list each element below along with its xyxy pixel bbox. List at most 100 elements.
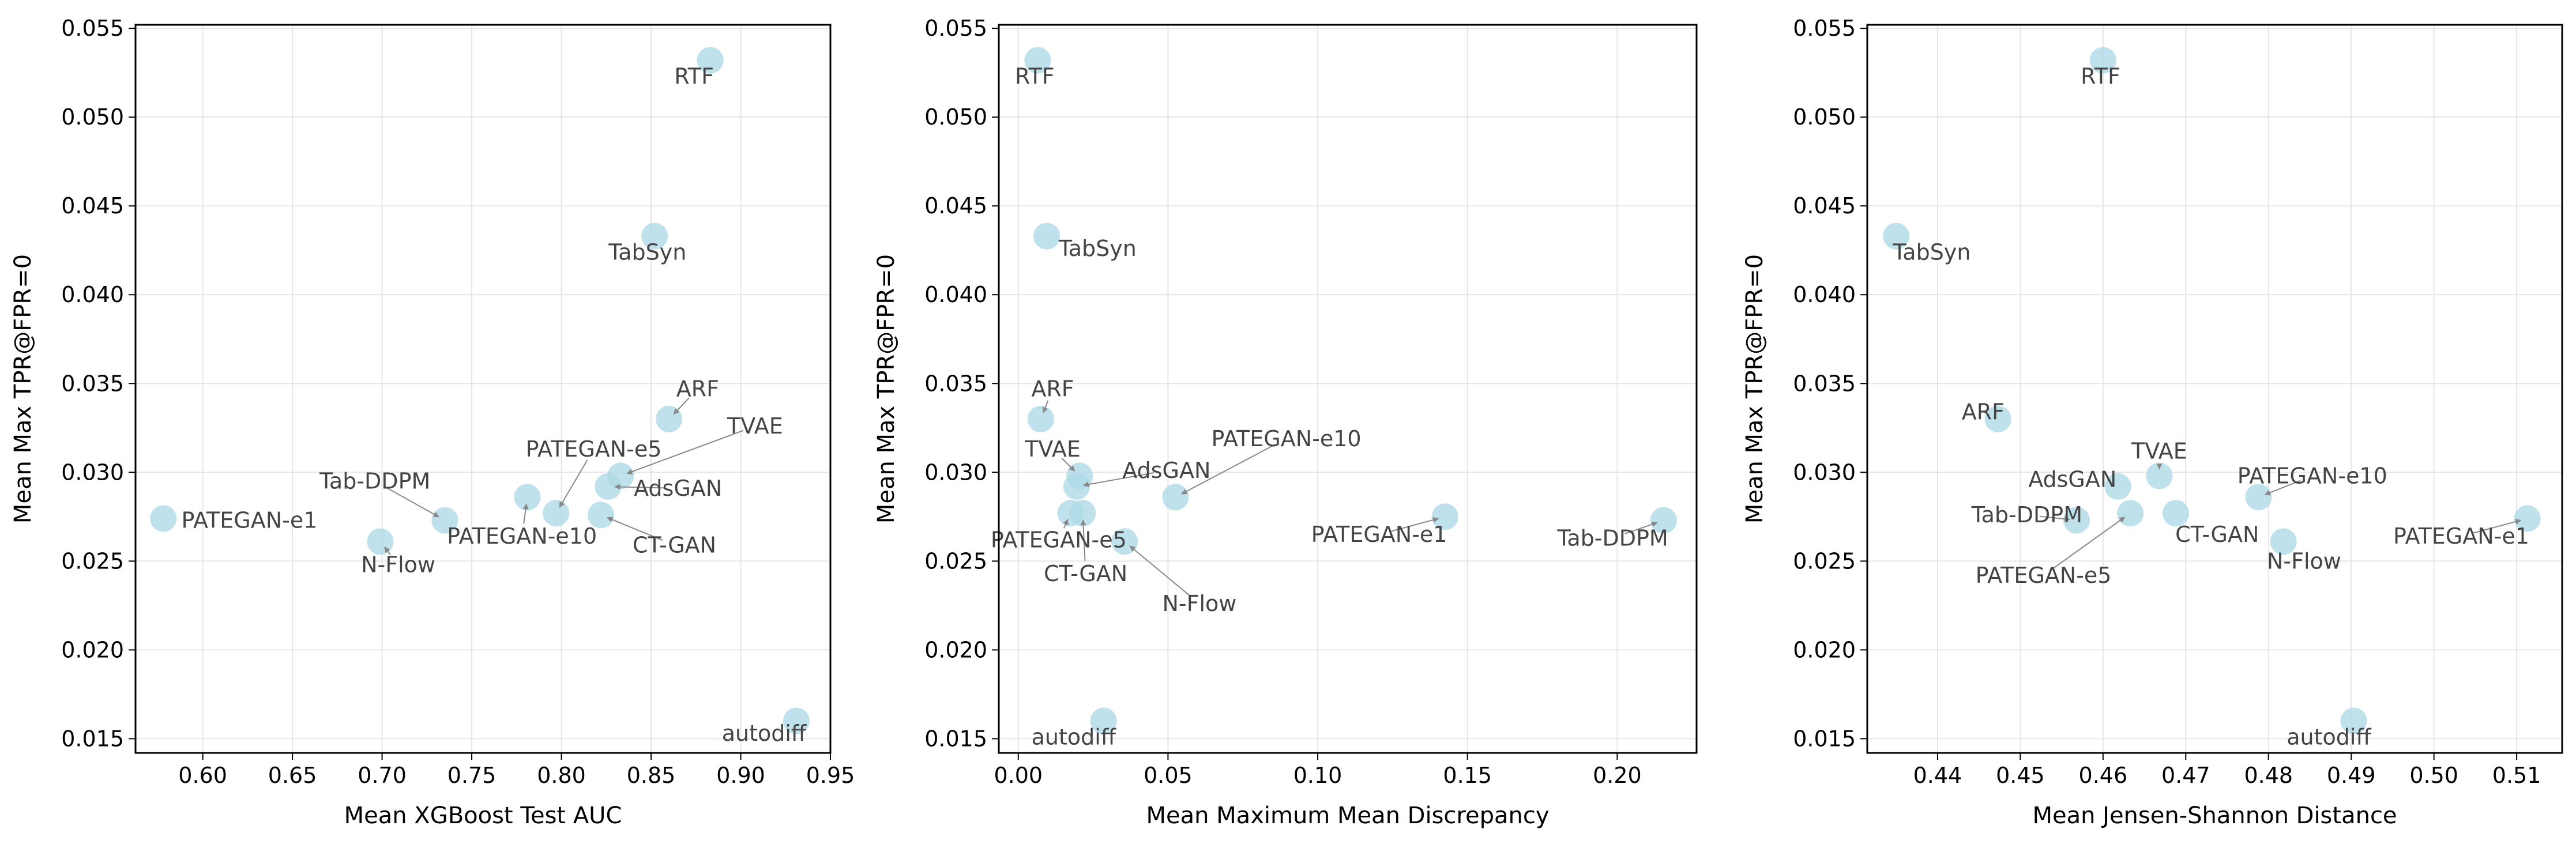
point-label-adsgan: AdsGAN [634,476,722,501]
point-label-tabsyn: TabSyn [1892,239,1970,265]
marker-pategan-e1 [2514,505,2541,532]
point-label-rtf: RTF [2081,63,2120,89]
y-tick-label: 0.040 [1793,282,1856,307]
point-label-pategan-e10: PATEGAN-e10 [2237,463,2387,488]
point-label-autodiff: autodiff [2287,724,2371,749]
x-tick-label: 0.45 [1996,763,2045,788]
point-label-ct-gan: CT-GAN [1044,561,1127,586]
x-tick-label: 0.80 [537,763,586,788]
annotation-arrows [1042,400,1658,596]
marker-tabsyn [641,223,668,250]
point-label-rtf: RTF [1015,63,1055,89]
annotation-arrow [626,429,744,474]
plot-frame [134,24,832,754]
marker-rtf [697,47,724,74]
chart-panel-jensen-shannon: RTF TabSyn ARF TVAE AdsGAN PATEGAN-e10 Tab-DDP… [1742,16,2563,829]
point-label-pategan-e10: PATEGAN-e10 [1212,426,1362,451]
x-tick-label: 0.20 [1593,763,1642,788]
marker-rtf [1024,47,1051,74]
y-tick-label: 0.015 [1793,726,1856,751]
marker-adsgan [595,473,622,500]
y-tick-label: 0.045 [1793,193,1856,218]
y-tick-label: 0.055 [61,16,124,41]
annotation-arrow [385,487,439,518]
y-tick-label: 0.030 [61,459,124,485]
point-label-autodiff: autodiff [722,721,807,746]
y-tick-label: 0.050 [1793,104,1856,130]
axes: 0.00 0.05 0.10 0.15 0.20 0.015 0.020 0.025 0.030… [924,16,1698,788]
point-label-arf: ARF [676,376,719,402]
marker-adsgan [1063,473,1090,500]
y-tick-label: 0.030 [1793,459,1856,485]
point-label-pategan-e10: PATEGAN-e10 [447,523,597,549]
markers [1883,47,2541,734]
x-tick-label: 0.50 [2409,763,2458,788]
point-label-rtf: RTF [674,63,714,89]
annotation-arrow [384,547,391,555]
y-tick-label: 0.035 [924,371,987,396]
plot-frame [998,24,1698,754]
y-tick-label: 0.020 [924,637,987,662]
x-tick-label: 0.70 [358,763,407,788]
marker-pategan-e1 [150,505,177,532]
point-label-pategan-e5: PATEGAN-e5 [526,436,662,462]
annotation-arrows [384,397,744,555]
x-axis-label: Mean Jensen-Shannon Distance [2032,802,2397,829]
plot-frame [1866,24,2563,754]
point-label-tabsyn: TabSyn [1058,236,1137,261]
marker-pategan-e5 [2117,500,2144,527]
annotation-arrow [1624,521,1658,534]
x-tick-label: 0.15 [1443,763,1492,788]
point-label-tab-ddpm: Tab-DDPM [1556,525,1668,551]
point-label-pategan-e1: PATEGAN-e1 [2393,523,2529,549]
annotation-arrow [2053,517,2126,568]
point-label-pategan-e5: PATEGAN-e5 [991,527,1127,552]
point-label-tab-ddpm: Tab-DDPM [1971,502,2082,528]
annotation-arrow [1061,457,1075,472]
x-tick-label: 0.60 [178,763,227,788]
y-tick-label: 0.015 [924,726,987,751]
y-tick-label: 0.025 [61,548,124,574]
x-tick-label: 0.48 [2244,763,2293,788]
marker-autodiff [2340,707,2367,734]
annotation-arrow [1181,444,1276,495]
y-axis-label: Mean Max TPR@FPR=0 [1742,254,1768,523]
x-tick-label: 0.75 [447,763,497,788]
x-tick-label: 0.05 [1144,763,1193,788]
x-axis-label: Mean Maximum Mean Discrepancy [1146,802,1549,829]
marker-autodiff [783,707,810,734]
x-tick-label: 0.90 [716,763,765,788]
marker-tabsyn [1033,223,1061,250]
y-tick-label: 0.050 [61,104,124,130]
annotation-arrow [607,517,663,541]
annotation-arrows [2039,464,2522,568]
y-tick-label: 0.050 [924,104,987,130]
y-tick-label: 0.055 [924,16,987,41]
y-tick-label: 0.015 [61,726,124,751]
annotation-arrow [1063,519,1069,529]
grid-lines [999,25,1697,753]
marker-tabsyn [1883,223,1910,250]
y-tick-label: 0.040 [61,282,124,307]
marker-pategan-e10 [1162,484,1189,511]
x-tick-label: 0.51 [2492,763,2541,788]
marker-arf [1027,405,1054,432]
x-tick-label: 0.44 [1913,763,1962,788]
point-label-arf: ARF [1031,376,1074,402]
point-label-pategan-e5: PATEGAN-e5 [1976,563,2112,588]
y-tick-label: 0.030 [924,459,987,485]
y-tick-label: 0.020 [61,637,124,662]
annotation-arrow [522,503,529,524]
chart-panel-xgboost-auc: RTF TabSyn ARF TVAE PATEGAN-e5 AdsGAN CT-GAN PA… [10,16,855,829]
annotation-arrow [2473,518,2522,534]
point-label-ct-gan: CT-GAN [633,533,716,558]
y-tick-label: 0.035 [61,371,124,396]
marker-ct-gan [2163,500,2190,527]
marker-arf [1984,405,2011,432]
point-label-pategan-e1: PATEGAN-e1 [1311,522,1447,547]
marker-n-flow [2270,528,2297,555]
point-label-n-flow: N-Flow [2267,548,2341,574]
